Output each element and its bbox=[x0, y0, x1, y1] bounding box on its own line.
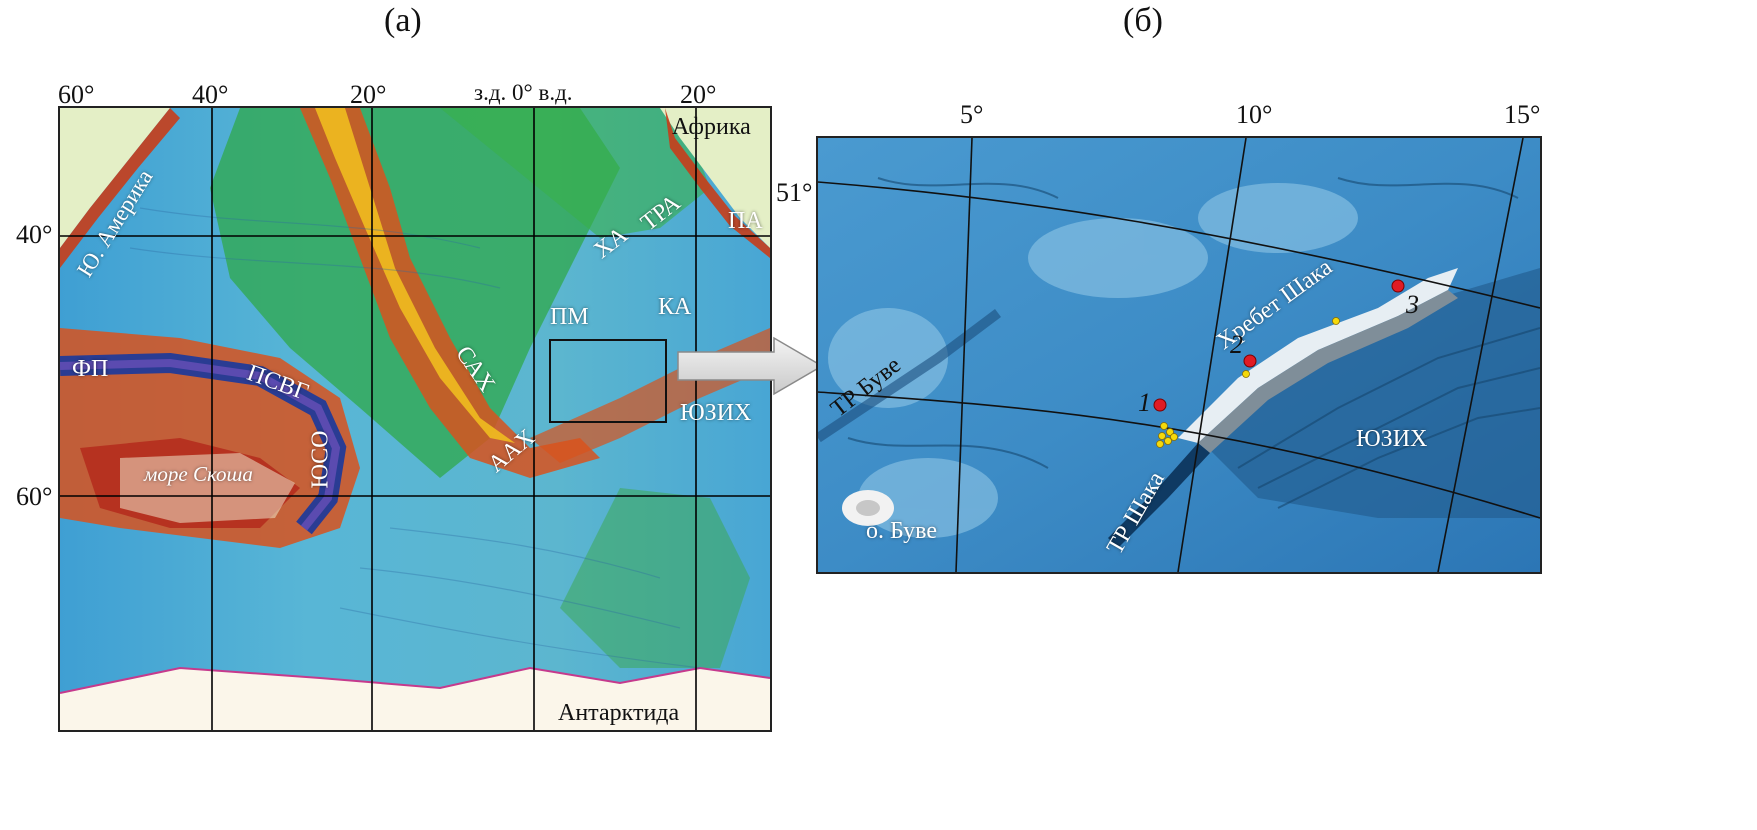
map-a-lon-20w: 20° bbox=[350, 80, 387, 109]
map-a-lon-20e: 20° bbox=[680, 80, 717, 109]
label-ka: КА bbox=[658, 294, 692, 320]
site-1-label: 1 bbox=[1138, 388, 1151, 417]
map-a-lon-meridian: з.д. 0° в.д. bbox=[474, 80, 573, 105]
map-a-lat-40s: 40° bbox=[16, 220, 53, 249]
label-yuso: ЮСО bbox=[307, 430, 334, 489]
map-b-lon-10e: 10° bbox=[1236, 100, 1273, 129]
label-afrika: Африка bbox=[672, 114, 751, 140]
label-fp: ФП bbox=[72, 356, 109, 382]
panel-a-letter: (а) bbox=[384, 2, 422, 39]
label-yuzix-b: ЮЗИХ bbox=[1356, 426, 1428, 452]
label-pa: ПА bbox=[728, 208, 763, 234]
map-a-canvas bbox=[60, 108, 770, 730]
site-3-label: 3 bbox=[1406, 290, 1419, 319]
label-pm: ПМ bbox=[550, 304, 589, 330]
label-antarktida: Антарктида bbox=[558, 700, 680, 726]
map-b-lat-51s: 51° bbox=[776, 178, 813, 207]
map-a-lon-40w: 40° bbox=[192, 80, 229, 109]
map-a-lon-60w: 60° bbox=[58, 80, 95, 109]
map-b-lon-5e: 5° bbox=[960, 100, 984, 129]
map-b-lon-15e: 15° bbox=[1504, 100, 1541, 129]
label-more-skosha: море Скоша bbox=[144, 462, 253, 486]
panel-b-letter: (б) bbox=[1123, 2, 1163, 39]
map-a-lat-60s: 60° bbox=[16, 482, 53, 511]
site-2-label: 2 bbox=[1230, 330, 1243, 359]
map-a-south-atlantic: Ю. Америка Африка Антарктида ХА ТРА ПА П… bbox=[58, 106, 772, 732]
map-b-shaka-ridge: ТР Буве Хребет Шака ТР Шака ЮЗИХ о. Буве… bbox=[816, 136, 1542, 574]
inset-arrow bbox=[677, 336, 824, 396]
label-o-buve: о. Буве bbox=[866, 518, 938, 544]
label-yuzix: ЮЗИХ bbox=[680, 400, 752, 426]
map-b-canvas bbox=[818, 138, 1540, 572]
